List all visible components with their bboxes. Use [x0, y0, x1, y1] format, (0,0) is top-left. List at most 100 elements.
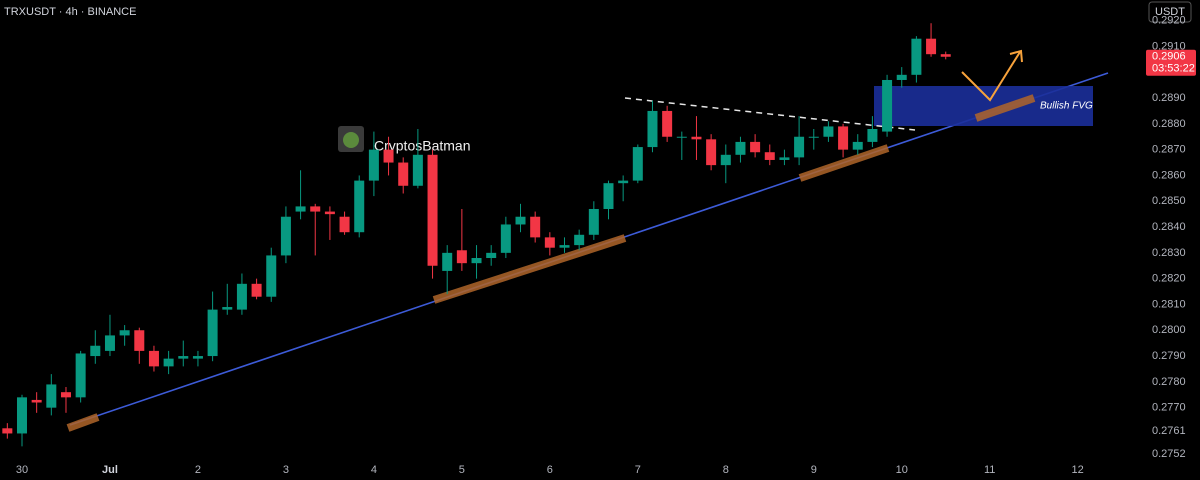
- candle-body: [691, 136, 702, 140]
- candle-body: [852, 141, 863, 150]
- candle-body: [148, 350, 159, 367]
- fvg-label: Bullish FVG: [1040, 101, 1093, 112]
- x-tick-label: 9: [811, 464, 817, 476]
- candle-body: [310, 206, 321, 212]
- support-zone: [432, 234, 627, 304]
- y-tick-label: 0.2850: [1152, 195, 1186, 207]
- candle-body: [427, 154, 438, 266]
- candle-body: [90, 345, 101, 357]
- candle-body: [280, 216, 291, 256]
- candle-body: [676, 136, 687, 138]
- candle-body: [16, 397, 27, 434]
- candle-body: [911, 38, 922, 75]
- candle-body: [324, 211, 335, 215]
- x-tick-label: 7: [635, 464, 641, 476]
- y-tick-label: 0.2800: [1152, 324, 1186, 336]
- price-label-box: [1146, 49, 1196, 76]
- x-tick-label: 6: [547, 464, 553, 476]
- candle-body: [735, 141, 746, 155]
- candle-body: [794, 136, 805, 158]
- y-tick-label: 0.2790: [1152, 350, 1186, 362]
- candle-body: [295, 206, 306, 212]
- arrow-head: [1009, 49, 1023, 63]
- candle-body: [192, 356, 203, 359]
- y-tick-label: 0.2880: [1152, 118, 1186, 130]
- candle-body: [207, 309, 218, 357]
- y-tick-label: 0.2910: [1152, 40, 1186, 52]
- resistance-line: [624, 97, 916, 131]
- x-tick-label: 4: [371, 464, 377, 476]
- candle-body: [60, 392, 71, 398]
- x-tick-label: 2: [195, 464, 201, 476]
- candle-body: [104, 335, 115, 351]
- candle-body: [456, 250, 467, 264]
- candle-body: [940, 54, 951, 57]
- last-price: 0.2906: [1152, 51, 1186, 63]
- x-tick-label: 30: [16, 464, 28, 476]
- candle-body: [618, 180, 629, 184]
- x-tick-label: 5: [459, 464, 465, 476]
- x-tick-label: 12: [1072, 464, 1084, 476]
- candle-body: [823, 126, 834, 137]
- candle-body: [266, 255, 277, 297]
- x-tick-label: 3: [283, 464, 289, 476]
- candle-body: [764, 152, 775, 160]
- candle-body: [632, 147, 643, 181]
- candle-body: [720, 154, 731, 166]
- candle-body: [603, 183, 614, 209]
- x-tick-label: Jul: [102, 464, 118, 476]
- watermark: CryptosBatman: [374, 138, 470, 154]
- candle-body: [882, 79, 893, 132]
- candle-body: [515, 216, 526, 225]
- candle-body: [588, 208, 599, 235]
- candle-body: [647, 110, 658, 148]
- candle-body: [706, 139, 717, 166]
- candle-body: [383, 149, 394, 163]
- candle-body: [134, 330, 145, 351]
- candle-body: [368, 149, 379, 181]
- candle-body: [236, 283, 247, 310]
- candle-body: [75, 353, 86, 398]
- candle-body: [398, 162, 409, 186]
- candle-body: [339, 216, 350, 233]
- support-zone: [66, 413, 100, 432]
- candle-body: [838, 126, 849, 150]
- y-tick-label: 0.2840: [1152, 221, 1186, 233]
- candle-body: [559, 245, 570, 248]
- currency: USDT: [1155, 6, 1185, 18]
- candle-body: [544, 237, 555, 248]
- support-zone: [974, 94, 1036, 122]
- candle-body: [119, 330, 130, 336]
- candle-body: [251, 283, 262, 297]
- candle-body: [471, 258, 482, 264]
- candle-body: [896, 74, 907, 80]
- candle-body: [926, 38, 937, 55]
- candle-body: [662, 110, 673, 137]
- y-tick-label: 0.2860: [1152, 169, 1186, 181]
- y-tick-label: 0.2820: [1152, 273, 1186, 285]
- drawings: [66, 49, 1109, 432]
- candle-body: [486, 252, 497, 259]
- y-tick-label: 0.2830: [1152, 247, 1186, 259]
- candle-body: [500, 224, 511, 253]
- x-tick-label: 8: [723, 464, 729, 476]
- candle-body: [31, 399, 42, 403]
- candle-body: [530, 216, 541, 238]
- support-zone: [798, 144, 890, 182]
- candle-body: [46, 384, 57, 408]
- y-tick-label: 0.2752: [1152, 448, 1186, 460]
- y-tick-label: 0.2770: [1152, 402, 1186, 414]
- y-tick-label: 0.2810: [1152, 298, 1186, 310]
- candle-body: [412, 154, 423, 186]
- y-tick-label: 0.2890: [1152, 92, 1186, 104]
- countdown: 03:53:22: [1152, 63, 1195, 75]
- chart-title: TRXUSDT · 4h · BINANCE: [4, 6, 136, 18]
- candle-body: [867, 129, 878, 142]
- y-tick-label: 0.2920: [1152, 15, 1186, 27]
- candle-body: [163, 358, 174, 367]
- candle-body: [574, 234, 585, 246]
- candle-body: [779, 157, 790, 160]
- watermark-icon: [343, 132, 359, 148]
